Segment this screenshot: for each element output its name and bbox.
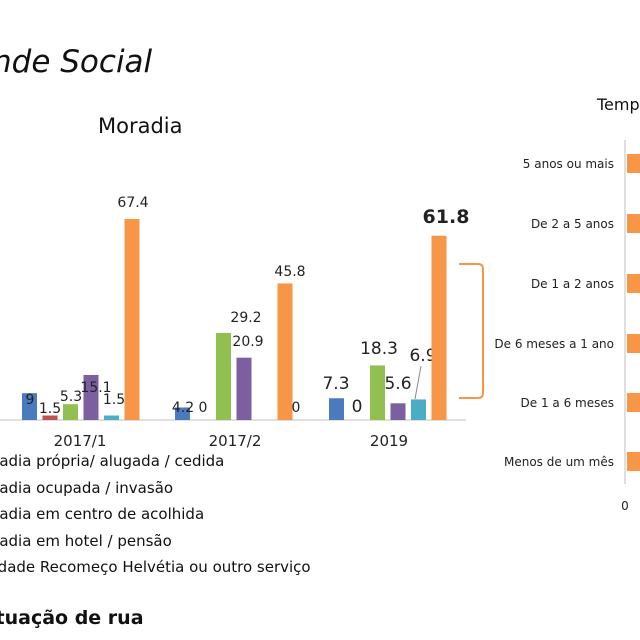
bar bbox=[431, 235, 447, 420]
x-tick-label: 2017/1 bbox=[54, 432, 107, 450]
data-label: 20.9 bbox=[232, 334, 263, 350]
bar bbox=[411, 399, 426, 420]
data-label: 1.5 bbox=[39, 401, 61, 417]
bar bbox=[329, 398, 344, 420]
label-leader-line bbox=[414, 365, 422, 400]
right-chart-title: Temp bbox=[597, 95, 640, 114]
highlight-bracket bbox=[459, 263, 484, 399]
bar bbox=[627, 334, 640, 353]
data-label: 7.3 bbox=[322, 374, 349, 394]
legend-item-situacao-rua: ituação de rua bbox=[0, 607, 144, 629]
data-label: 5.3 bbox=[60, 389, 82, 405]
x-tick-label: 0 bbox=[621, 499, 629, 513]
x-tick-label: 2017/2 bbox=[209, 432, 262, 450]
data-label: 0 bbox=[292, 400, 301, 416]
bar bbox=[124, 219, 140, 420]
data-label: 29.2 bbox=[230, 310, 261, 326]
bar bbox=[104, 415, 119, 420]
data-label: 6.9 bbox=[409, 346, 436, 366]
y-tick-label: De 1 a 6 meses bbox=[521, 396, 614, 410]
bar bbox=[63, 404, 78, 420]
data-label: 45.8 bbox=[274, 264, 305, 280]
data-label: 4.2 bbox=[172, 400, 194, 416]
data-label: 67.4 bbox=[117, 195, 148, 211]
page-title: nde Social bbox=[0, 44, 153, 80]
legend-item: oradia ocupada / invasão bbox=[0, 478, 174, 497]
bar bbox=[627, 154, 640, 173]
data-label: 61.8 bbox=[423, 206, 470, 228]
legend: oradia própria/ alugada / cedida oradia … bbox=[0, 450, 311, 583]
y-tick-label: 5 anos ou mais bbox=[523, 157, 614, 171]
data-label: 0 bbox=[199, 400, 208, 416]
legend-item: oradia em hotel / pensão bbox=[0, 531, 172, 550]
bar bbox=[277, 283, 293, 420]
legend-item: nidade Recomeço Helvétia ou outro serviç… bbox=[0, 558, 311, 576]
data-label: 9 bbox=[26, 392, 35, 408]
data-label: 0 bbox=[352, 397, 363, 417]
bar bbox=[390, 403, 406, 420]
bar bbox=[627, 274, 640, 293]
x-tick-label: 2019 bbox=[370, 432, 408, 450]
bar bbox=[236, 357, 252, 420]
bar bbox=[627, 452, 640, 471]
bar bbox=[22, 393, 37, 420]
bar bbox=[216, 332, 231, 420]
bar bbox=[83, 374, 99, 420]
bar bbox=[42, 415, 58, 420]
bar bbox=[370, 365, 385, 420]
legend-item: oradia em centro de acolhida bbox=[0, 505, 205, 523]
y-tick-label: De 2 a 5 anos bbox=[531, 217, 614, 231]
y-tick-label: De 1 a 2 anos bbox=[531, 277, 614, 291]
data-label: 5.6 bbox=[384, 374, 411, 394]
bar bbox=[627, 393, 640, 412]
data-label: 15.1 bbox=[80, 380, 111, 396]
data-label: 1.5 bbox=[103, 392, 125, 408]
bar bbox=[627, 214, 640, 233]
y-tick-label: Menos de um mês bbox=[504, 455, 614, 469]
y-tick-label: De 6 meses a 1 ano bbox=[494, 337, 614, 351]
bar bbox=[175, 407, 190, 420]
chart-title: Moradia bbox=[98, 114, 183, 138]
legend-item: oradia própria/ alugada / cedida bbox=[0, 452, 225, 470]
data-label: 18.3 bbox=[360, 339, 398, 359]
